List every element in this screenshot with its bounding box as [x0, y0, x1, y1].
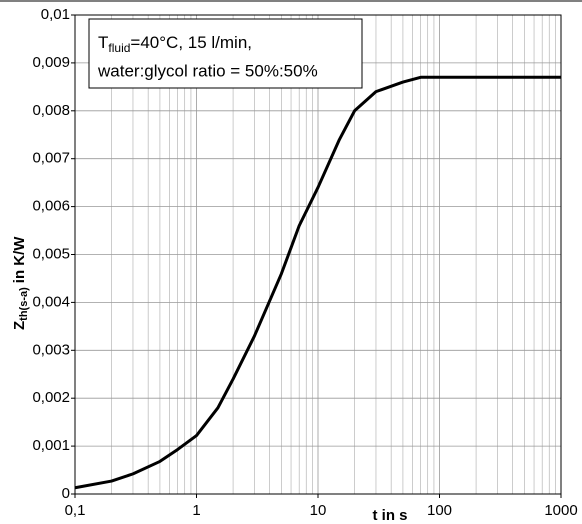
- annotation-sub: fluid: [108, 41, 130, 55]
- y-tick-label: 0,006: [32, 198, 70, 215]
- y-axis-label: Zth(s-a) in K/W: [11, 236, 30, 330]
- annotation-box: [88, 18, 363, 89]
- y-tick-label: 0,001: [32, 437, 70, 454]
- y-label-main: Z: [11, 321, 28, 330]
- y-tick-label: 0,002: [32, 389, 70, 406]
- grid: [74, 14, 562, 495]
- x-tick-label: 10: [310, 502, 327, 519]
- y-tick-label: 0: [62, 485, 70, 502]
- x-tick-label: 100: [427, 502, 452, 519]
- annotation-line2: water:glycol ratio = 50%:50%: [97, 61, 318, 80]
- x-tick-label: 1: [192, 502, 200, 519]
- annotation-main: T: [98, 33, 108, 52]
- x-tick-label: 0,1: [65, 502, 86, 519]
- y-label-rest: in K/W: [11, 236, 28, 283]
- x-tick-label: 1000: [544, 502, 577, 519]
- y-tick-label: 0,009: [32, 54, 70, 71]
- y-tick-label: 0,01: [41, 6, 70, 23]
- y-tick-label: 0,007: [32, 150, 70, 167]
- annotation-rest: =40°C, 15 l/min,: [130, 33, 252, 52]
- y-tick-label: 0,004: [32, 293, 70, 310]
- y-tick-label: 0,008: [32, 102, 70, 119]
- data-line: [74, 75, 561, 490]
- y-label-sub: th(s-a): [18, 287, 30, 321]
- annotation-line1: Tfluid=40°C, 15 l/min,: [98, 33, 252, 55]
- y-tick-label: 0,003: [32, 341, 70, 358]
- y-tick-label: 0,005: [32, 245, 70, 262]
- x-axis-label: t in s: [372, 507, 407, 524]
